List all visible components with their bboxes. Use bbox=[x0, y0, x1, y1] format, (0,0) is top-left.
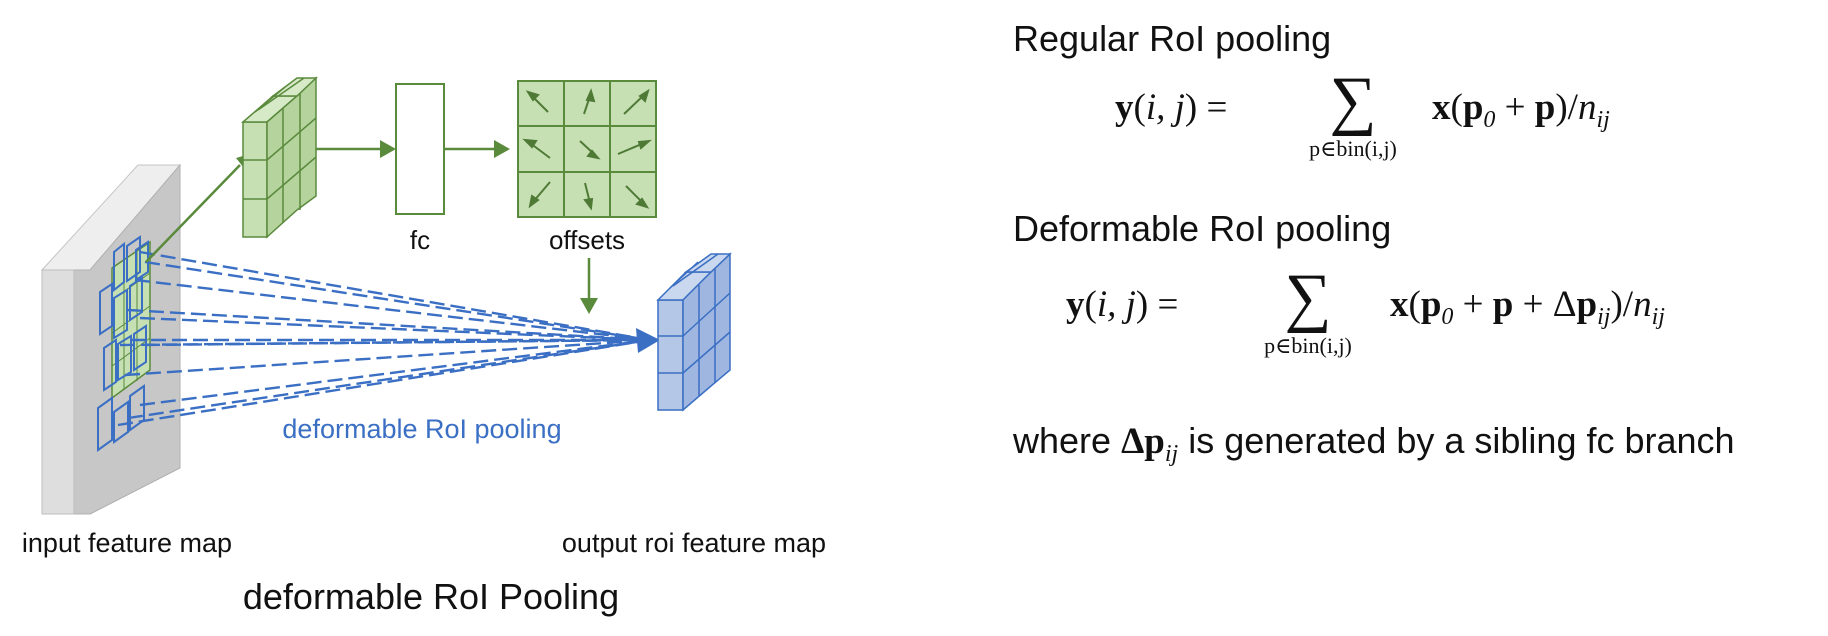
deformable-roi-pooling-diagram: fc offsets deformable RoI pooling input … bbox=[22, 76, 826, 617]
deformable-roi-formula-rhs: x(p0 + p + Δpij)/nij bbox=[1390, 284, 1665, 330]
regular-roi-heading: Regular RoI pooling bbox=[1013, 18, 1332, 59]
input-feature-map-label: input feature map bbox=[22, 528, 232, 558]
where-note: where Δpij is generated by a sibling fc … bbox=[1013, 420, 1735, 468]
arrow-to-fc bbox=[316, 140, 396, 158]
deformable-roi-formula: y(i, j) = bbox=[1066, 284, 1179, 325]
sum-symbol: ∑ bbox=[1329, 64, 1377, 137]
deformable-roi-pooling-label: deformable RoI pooling bbox=[282, 414, 561, 444]
output-roi-feature-map-label: output roi feature map bbox=[562, 528, 826, 558]
fc-label: fc bbox=[410, 225, 430, 255]
sum-subscript: p∈bin(i,j) bbox=[1309, 136, 1397, 161]
where-suffix: is generated by a sibling fc branch bbox=[1188, 420, 1735, 461]
regular-sum: ∑ p∈bin(i,j) bbox=[1268, 68, 1438, 162]
feature-block bbox=[240, 76, 318, 239]
regular-roi-formula-rhs: x(p0 + p)/nij bbox=[1432, 87, 1610, 133]
arrow-from-offsets bbox=[580, 258, 598, 314]
output-roi-block bbox=[656, 252, 732, 412]
regular-roi-formula: y(i, j) = bbox=[1115, 87, 1228, 128]
projection-arrowhead bbox=[636, 328, 660, 353]
sum-subscript-2: p∈bin(i,j) bbox=[1264, 333, 1352, 358]
sum-symbol-2: ∑ bbox=[1284, 261, 1332, 334]
arrow-to-offsets bbox=[444, 140, 510, 158]
deformable-roi-heading: Deformable RoI pooling bbox=[1013, 208, 1392, 249]
fc-box bbox=[395, 83, 445, 215]
offsets-grid bbox=[517, 80, 657, 218]
projection-lines bbox=[117, 250, 651, 427]
deformable-sum: ∑ p∈bin(i,j) bbox=[1223, 265, 1393, 359]
diagram-caption: deformable RoI Pooling bbox=[243, 576, 619, 617]
delta-p-math: Δpij bbox=[1121, 421, 1179, 467]
offsets-label: offsets bbox=[549, 225, 625, 255]
where-prefix: where bbox=[1013, 420, 1112, 461]
